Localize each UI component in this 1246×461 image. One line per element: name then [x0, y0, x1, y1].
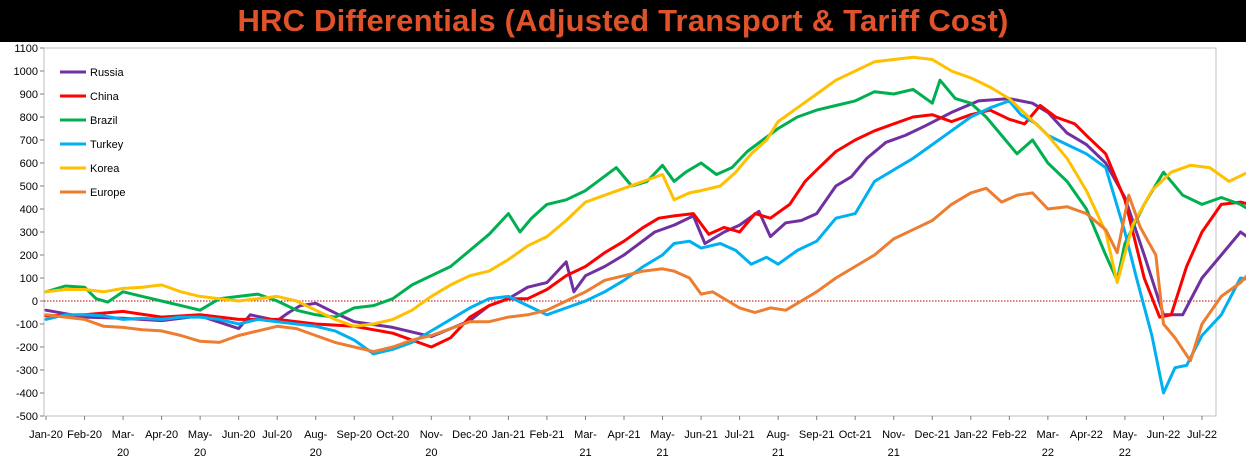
- series-line-brazil: [44, 78, 1246, 319]
- legend-label-europe: Europe: [90, 187, 125, 199]
- x-tick-label: Jun-20: [222, 429, 256, 441]
- series-line-korea: [44, 55, 1246, 328]
- y-tick-label: 900: [20, 89, 38, 101]
- series-line-europe: [44, 186, 1246, 363]
- x-tick-label: 21: [579, 447, 591, 459]
- series-line-china: [44, 104, 1246, 349]
- x-tick-label: 21: [888, 447, 900, 459]
- y-tick-label: -300: [16, 365, 38, 377]
- x-tick-label: Dec-21: [915, 429, 950, 441]
- y-tick-label: 300: [20, 227, 38, 239]
- x-tick-label: May-: [1113, 429, 1138, 441]
- x-tick-label: Mar-: [1037, 429, 1060, 441]
- y-tick-label: -400: [16, 388, 38, 400]
- x-tick-label: 20: [194, 447, 206, 459]
- x-tick-label: Jun-22: [1147, 429, 1181, 441]
- x-tick-label: Jul-20: [262, 429, 292, 441]
- y-tick-label: 600: [20, 158, 38, 170]
- y-tick-label: -500: [16, 411, 38, 423]
- x-tick-label: Feb-22: [992, 429, 1027, 441]
- x-tick-label: Oct-21: [839, 429, 872, 441]
- x-tick-label: Feb-21: [530, 429, 565, 441]
- x-tick-label: Jan-20: [29, 429, 63, 441]
- legend-label-china: China: [90, 91, 120, 103]
- y-tick-label: 800: [20, 112, 38, 124]
- x-tick-label: 22: [1042, 447, 1054, 459]
- x-tick-label: Sep-20: [337, 429, 372, 441]
- x-tick-label: Aug-: [767, 429, 791, 441]
- x-tick-label: Dec-20: [452, 429, 487, 441]
- x-tick-label: Oct-20: [376, 429, 409, 441]
- y-tick-label: 1000: [14, 66, 38, 78]
- x-tick-label: Apr-21: [607, 429, 640, 441]
- x-tick-label: Jul-21: [725, 429, 755, 441]
- y-tick-label: 0: [32, 296, 38, 308]
- x-tick-label: Sep-21: [799, 429, 834, 441]
- x-tick-label: 21: [772, 447, 784, 459]
- x-tick-label: May-: [650, 429, 675, 441]
- x-tick-label: 22: [1119, 447, 1131, 459]
- x-tick-label: Jan-21: [492, 429, 526, 441]
- y-tick-label: -200: [16, 342, 38, 354]
- chart-title: HRC Differentials (Adjusted Transport & …: [237, 3, 1009, 38]
- y-tick-label: 500: [20, 181, 38, 193]
- y-tick-label: 1100: [14, 43, 38, 55]
- x-tick-label: Jun-21: [684, 429, 718, 441]
- x-tick-label: 21: [656, 447, 668, 459]
- legend-label-brazil: Brazil: [90, 115, 118, 127]
- series-line-turkey: [44, 99, 1246, 395]
- x-tick-label: May-: [188, 429, 213, 441]
- x-tick-label: Apr-22: [1070, 429, 1103, 441]
- y-tick-label: -100: [16, 319, 38, 331]
- legend-label-korea: Korea: [90, 163, 120, 175]
- x-tick-label: Aug-: [304, 429, 328, 441]
- x-tick-label: Nov-: [882, 429, 906, 441]
- x-tick-label: Jan-22: [954, 429, 988, 441]
- x-tick-label: Mar-: [112, 429, 135, 441]
- plot-area: [43, 47, 1217, 417]
- y-tick-label: 700: [20, 135, 38, 147]
- x-tick-label: 20: [310, 447, 322, 459]
- y-tick-label: 400: [20, 204, 38, 216]
- x-tick-label: 20: [425, 447, 437, 459]
- y-tick-label: 200: [20, 250, 38, 262]
- y-tick-label: 100: [20, 273, 38, 285]
- legend-label-russia: Russia: [90, 67, 125, 79]
- line-chart: -500 -400 -300 -200 -100 0 100 200 300 400 500 600 7…: [14, 43, 1246, 459]
- x-tick-label: Feb-20: [67, 429, 102, 441]
- x-tick-label: Apr-20: [145, 429, 178, 441]
- x-tick-label: Mar-: [574, 429, 597, 441]
- legend-label-turkey: Turkey: [90, 139, 124, 151]
- x-tick-label: Jul-22: [1187, 429, 1217, 441]
- chart-title-bar: HRC Differentials (Adjusted Transport & …: [0, 0, 1246, 42]
- x-tick-label: Nov-: [420, 429, 444, 441]
- x-tick-label: 20: [117, 447, 129, 459]
